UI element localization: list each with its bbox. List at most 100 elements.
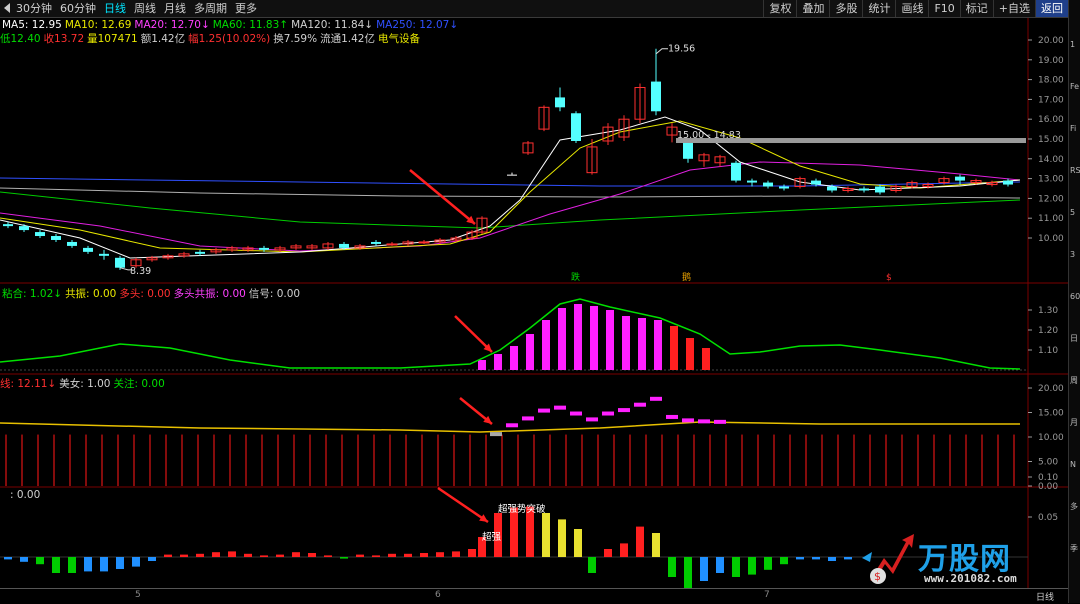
period-tabs: 30分钟 60分钟 日线 周线 月线 多周期 更多	[12, 0, 261, 17]
panel3-label-0: 线: 12.11↓	[0, 378, 57, 390]
panel4-bar	[700, 557, 708, 581]
panel4-bar	[148, 557, 156, 561]
toolbar-button-6[interactable]: 标记	[959, 0, 993, 17]
resistance-band	[676, 138, 1026, 144]
ma-legend: MA5: 12.95 MA10: 12.69 MA20: 12.70↓ MA60: 1…	[2, 19, 461, 31]
toolbar-button-2[interactable]: 多股	[829, 0, 862, 17]
sidebar-item-7[interactable]: 日	[1070, 334, 1078, 343]
sidebar-item-12[interactable]: 季	[1070, 544, 1078, 553]
panel4-bar	[844, 557, 852, 560]
toolbar-button-8[interactable]: 返回	[1035, 0, 1068, 17]
panel3-mark	[522, 416, 534, 421]
panel4-bar	[196, 553, 204, 557]
low-marker	[119, 267, 132, 271]
panel2-bar	[478, 360, 486, 370]
candle-body	[666, 126, 678, 136]
panel4-bar	[116, 557, 124, 569]
candle-body	[970, 180, 982, 184]
tool-buttons: 复权 叠加 多股 统计 画线 F10 标记 +自选 返回	[763, 0, 1068, 17]
price-axis-label: 17.00	[1038, 95, 1064, 105]
panel2-label-0: 粘合: 1.02↓	[2, 288, 63, 300]
panel3-mark	[682, 418, 694, 423]
panel3-mark	[570, 411, 582, 416]
price-axis-label: 19.00	[1038, 56, 1064, 66]
low-price-label: 8.39	[130, 266, 151, 277]
panel2-label-2: 多头: 0.00	[119, 288, 171, 300]
price-axis-label: 14.00	[1038, 155, 1064, 165]
candle-body	[476, 217, 488, 233]
tab-period-4[interactable]: 月线	[164, 2, 186, 15]
candle-body	[195, 251, 205, 254]
price-axis-label: 15.00	[1038, 135, 1064, 145]
tab-period-0[interactable]: 30分钟	[16, 2, 52, 15]
sidebar-item-5[interactable]: 3	[1070, 250, 1076, 259]
toolbar-button-4[interactable]: 画线	[895, 0, 928, 17]
panel3-label-1: 美女: 1.00	[59, 378, 111, 390]
sidebar-item-4[interactable]: 5	[1070, 208, 1076, 217]
panel2-bar	[686, 338, 694, 370]
sidebar-item-8[interactable]: 周	[1070, 376, 1078, 385]
panel4-bar	[308, 553, 316, 557]
quote-field-3: 额1.42亿	[140, 33, 186, 45]
panel2-label-1: 共振: 0.00	[65, 288, 117, 300]
candle-body	[306, 245, 318, 249]
quote-field-0: 低12.40	[0, 33, 41, 45]
annotation-arrow-panel4-head	[479, 514, 488, 522]
sidebar-item-10[interactable]: N	[1070, 460, 1076, 469]
stock-chart[interactable]: 20.00 19.00 18.00 17.00 16.00 15.00 14.00 13.00…	[0, 0, 1068, 588]
panel4-label-0: : 0.00	[10, 489, 41, 501]
panel4-bar	[180, 554, 188, 557]
date-tick: 7	[764, 590, 770, 600]
toolbar-button-7[interactable]: +自选	[992, 0, 1035, 17]
toolbar-button-0[interactable]: 复权	[763, 0, 796, 17]
tab-period-5[interactable]: 多周期	[194, 2, 227, 15]
tab-period-3[interactable]: 周线	[134, 2, 156, 15]
candle-body	[602, 126, 614, 142]
price-axis-label: 12.00	[1038, 194, 1064, 204]
sidebar-item-6[interactable]: 60	[1070, 292, 1080, 301]
svg-text:$: $	[874, 570, 881, 583]
right-sidebar: 1 Fe Fi RS 5 3 60 日周月 N 多季	[1068, 0, 1080, 603]
panel4-bar	[372, 555, 380, 557]
sidebar-item-9[interactable]: 月	[1070, 418, 1078, 427]
sidebar-item-11[interactable]: 多	[1070, 502, 1078, 511]
toolbar-button-5[interactable]: F10	[928, 0, 959, 17]
sidebar-item-2[interactable]: Fi	[1070, 124, 1077, 133]
sidebar-item-0[interactable]: 1	[1070, 40, 1076, 49]
panel4-bar	[20, 557, 28, 562]
panel4-bar	[764, 557, 772, 570]
ma-label-0: MA5: 12.95	[2, 19, 62, 31]
panel4-bar	[36, 557, 44, 565]
annotation-arrow-panel2	[454, 315, 493, 353]
annotation-arrow-panel3-head	[483, 415, 492, 424]
tab-period-6[interactable]: 更多	[235, 2, 257, 15]
panel4-axis-label: 0.10	[1038, 473, 1058, 483]
candle-body	[354, 245, 366, 249]
signal-label: 鹅	[682, 271, 691, 283]
period-label[interactable]: 日线	[1036, 593, 1055, 603]
tab-period-1[interactable]: 60分钟	[60, 2, 96, 15]
sidebar-item-3[interactable]: RS	[1070, 166, 1080, 175]
candle-body	[731, 162, 741, 181]
panel4-bar	[780, 557, 788, 565]
panel4-bar	[620, 543, 628, 557]
toolbar-button-1[interactable]: 叠加	[796, 0, 829, 17]
quote-field-1: 收13.72	[43, 33, 85, 45]
candle-body	[130, 259, 142, 267]
sidebar-item-1[interactable]: Fe	[1070, 82, 1080, 91]
back-arrow-icon[interactable]	[4, 3, 10, 13]
candle-body	[226, 247, 238, 251]
panel3-axis-label: 20.00	[1038, 384, 1064, 394]
panel2-bar	[670, 326, 678, 370]
panel4-bar	[324, 555, 332, 557]
quote-field-6: 流通1.42亿	[320, 33, 375, 45]
candle-body	[386, 243, 398, 246]
logo-arrow-icon: $	[862, 534, 914, 584]
panel4-bar	[244, 553, 252, 557]
tab-period-2[interactable]: 日线	[104, 2, 126, 15]
panel3-mark	[602, 411, 614, 416]
panel4-bar	[212, 552, 220, 557]
quote-field-7: 电气设备	[377, 33, 420, 45]
toolbar-button-3[interactable]: 统计	[862, 0, 895, 17]
panel3-mark	[666, 414, 678, 419]
